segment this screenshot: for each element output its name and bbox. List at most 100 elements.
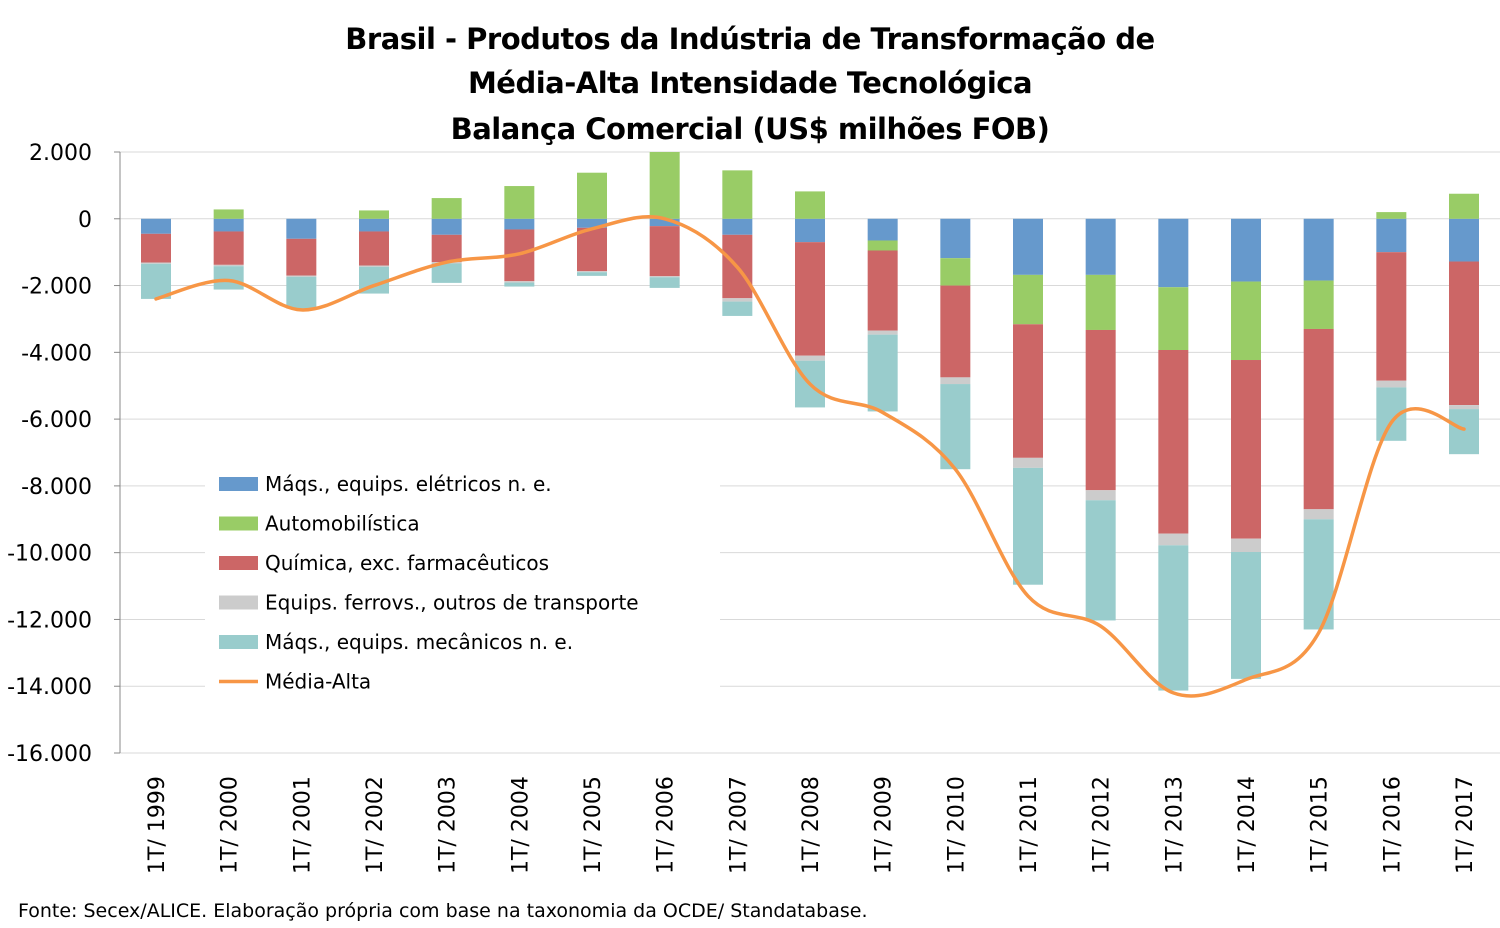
bar-segment — [141, 218, 171, 234]
x-tick-label: 1T/ 2008 — [799, 776, 824, 874]
bar-segment — [867, 330, 898, 335]
bar-segment — [1013, 218, 1043, 275]
bar-segment — [213, 218, 244, 232]
bar-segment — [504, 218, 535, 230]
x-tick-label: 1T/ 2003 — [436, 776, 461, 874]
bar-segment — [286, 276, 317, 309]
legend-swatch — [219, 477, 258, 491]
x-tick-label: 1T/ 2011 — [1017, 776, 1042, 874]
x-tick-label: 1T/ 2000 — [218, 776, 243, 874]
y-tick-label: -8.000 — [21, 475, 92, 500]
x-tick-label: 1T/ 2012 — [1090, 776, 1115, 874]
bar-segment — [1376, 218, 1407, 253]
bar-segment — [722, 170, 753, 219]
bar-segment — [1158, 545, 1189, 691]
bar-segment — [1449, 409, 1479, 455]
bar-segment — [940, 384, 971, 470]
bar-segment — [504, 186, 535, 219]
x-tick-label: 1T/ 2013 — [1162, 776, 1187, 874]
x-tick-label: 1T/ 1999 — [145, 776, 170, 874]
bar-segment — [213, 231, 244, 265]
bar-segment — [1303, 509, 1334, 520]
bar-segment — [649, 226, 680, 277]
bar-segment — [1013, 457, 1043, 468]
bar-segment — [213, 209, 244, 219]
bar-segment — [213, 264, 244, 267]
legend: Máqs., equips. elétricos n. e. Automobilí… — [205, 462, 720, 702]
bar-segment — [649, 277, 680, 288]
bar-segment — [722, 218, 753, 235]
bar-segment — [1085, 500, 1116, 621]
bar-segment — [867, 218, 898, 241]
bar-segment — [1449, 218, 1479, 262]
y-tick-label: -4.000 — [21, 341, 92, 366]
bar-segment — [286, 275, 317, 277]
bar-segment — [1158, 533, 1189, 546]
y-tick-label: -16.000 — [7, 742, 92, 767]
x-tick-label: 1T/ 2001 — [290, 776, 315, 874]
bar-segment — [867, 334, 898, 412]
bar-segment — [213, 266, 244, 290]
bar-segment — [431, 198, 462, 219]
bar-segment — [504, 281, 535, 283]
bar-segment — [1085, 274, 1116, 330]
bar-segment — [940, 377, 971, 385]
bar-segment — [577, 227, 607, 272]
legend-swatch — [219, 556, 258, 570]
legend-label: Máqs., equips. elétricos n. e. — [265, 472, 552, 496]
bar-segment — [577, 218, 607, 228]
bar-segment — [1085, 329, 1116, 491]
bar-segment — [359, 210, 389, 219]
legend-label: Equips. ferrovs., outros de transporte — [265, 591, 639, 615]
series-line-media-alta — [154, 215, 1466, 698]
bar-segment — [940, 258, 971, 286]
bar-segment — [1231, 538, 1261, 552]
y-tick-label: -12.000 — [7, 608, 92, 633]
legend-label: Química, exc. farmacêuticos — [265, 551, 549, 575]
x-tick-label: 1T/ 2016 — [1380, 776, 1405, 874]
bar-segment — [1376, 380, 1407, 388]
bar-segment — [1303, 218, 1334, 281]
x-tick-label: 1T/ 2006 — [654, 776, 679, 874]
y-tick-label: -6.000 — [21, 408, 92, 433]
x-tick-label: 1T/ 2005 — [581, 776, 606, 874]
bar-segment — [1303, 280, 1334, 329]
bar-segment — [1158, 218, 1189, 288]
x-tick-label: 1T/ 2004 — [508, 776, 533, 874]
bar-segment — [1231, 281, 1261, 361]
bar-segment — [649, 152, 680, 219]
bar-segment — [1085, 490, 1116, 501]
bar-segment — [1013, 324, 1043, 458]
source-note: Fonte: Secex/ALICE. Elaboração própria c… — [18, 900, 868, 922]
bar-segment — [940, 285, 971, 378]
bar-segment — [1158, 287, 1189, 350]
legend-swatch — [219, 516, 258, 531]
chart-title-line-3: Balança Comercial (US$ milhões FOB) — [450, 112, 1050, 146]
legend-label: Máqs., equips. mecânicos n. e. — [265, 630, 573, 654]
bar-segment — [1085, 218, 1116, 275]
bar-segment — [431, 234, 462, 263]
bar-segment — [649, 218, 680, 227]
bar-segment — [1376, 252, 1407, 381]
chart-title-line-1: Brasil - Produtos da Indústria de Transf… — [345, 22, 1155, 56]
bar-segment — [1231, 551, 1261, 679]
bar-segment — [577, 172, 607, 219]
bar-segment — [577, 271, 607, 273]
bar-segment — [1231, 360, 1261, 539]
y-tick-label: -14.000 — [7, 675, 92, 700]
x-tick-label: 1T/ 2014 — [1235, 776, 1260, 874]
y-tick-label: 0 — [78, 208, 92, 233]
bar-segment — [1303, 328, 1334, 510]
bar-segment — [286, 218, 317, 239]
y-tick-label: 2.000 — [29, 141, 92, 166]
bar-segment — [940, 218, 971, 259]
bar-segment — [1449, 405, 1479, 410]
legend-swatch — [219, 635, 258, 649]
bar-segment — [1449, 193, 1479, 219]
x-tick-label: 1T/ 2010 — [944, 776, 969, 874]
bar-segment — [359, 218, 389, 232]
bar-segment — [795, 218, 825, 243]
bar-segment — [795, 242, 825, 356]
bar-segment — [1449, 261, 1479, 406]
